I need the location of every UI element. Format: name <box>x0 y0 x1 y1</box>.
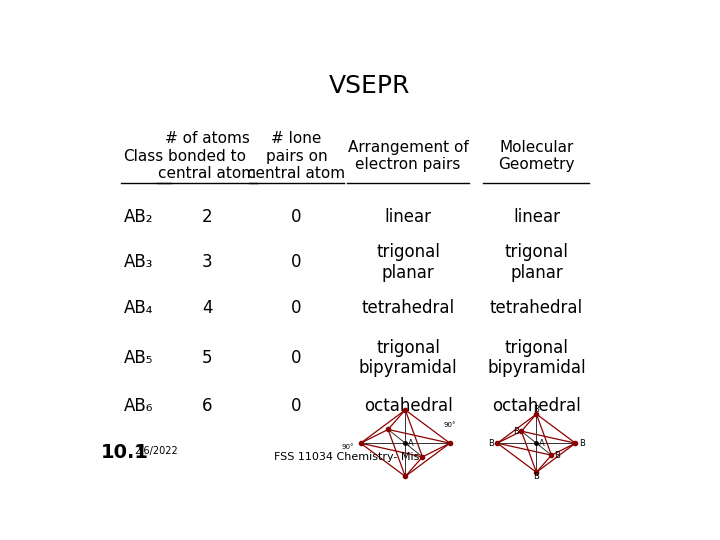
Text: 10.1: 10.1 <box>101 443 149 462</box>
Text: tetrahedral: tetrahedral <box>361 299 454 317</box>
Text: trigonal
planar: trigonal planar <box>376 243 440 282</box>
Text: B: B <box>554 451 560 460</box>
Text: 0: 0 <box>291 207 302 226</box>
Text: B: B <box>513 427 518 436</box>
Text: linear: linear <box>513 207 560 226</box>
Text: # lone
pairs on
central atom: # lone pairs on central atom <box>248 131 346 181</box>
Text: # of atoms
bonded to
central atom: # of atoms bonded to central atom <box>158 131 256 181</box>
Text: trigonal
bipyramidal: trigonal bipyramidal <box>487 339 585 377</box>
Text: B: B <box>534 406 539 414</box>
Text: Arrangement of
electron pairs: Arrangement of electron pairs <box>348 140 469 172</box>
Text: 90°: 90° <box>444 422 456 428</box>
Text: 2: 2 <box>202 207 212 226</box>
Text: Class: Class <box>124 149 163 164</box>
Text: octahedral: octahedral <box>492 397 581 415</box>
Text: 0: 0 <box>291 397 302 415</box>
Text: A: A <box>408 438 413 448</box>
Text: B: B <box>579 438 585 448</box>
Text: Molecular
Geometry: Molecular Geometry <box>498 140 575 172</box>
Text: AB₄: AB₄ <box>124 299 153 317</box>
Text: octahedral: octahedral <box>364 397 452 415</box>
Text: AB₂: AB₂ <box>124 207 153 226</box>
Text: B: B <box>487 438 494 448</box>
Text: trigonal
bipyramidal: trigonal bipyramidal <box>359 339 457 377</box>
Text: 0: 0 <box>291 349 302 367</box>
Text: 90°: 90° <box>341 443 354 449</box>
Text: A: A <box>539 438 544 448</box>
Text: AB₆: AB₆ <box>124 397 153 415</box>
Text: 0: 0 <box>291 299 302 317</box>
Text: 4: 4 <box>202 299 212 317</box>
Text: linear: linear <box>384 207 431 226</box>
Text: tetrahedral: tetrahedral <box>490 299 583 317</box>
Text: FSS 11034 Chemistry- Mis: FSS 11034 Chemistry- Mis <box>274 452 420 462</box>
Text: 0: 0 <box>291 253 302 271</box>
Text: 6: 6 <box>202 397 212 415</box>
Text: 3: 3 <box>202 253 212 271</box>
Text: AB₅: AB₅ <box>124 349 153 367</box>
Text: B: B <box>534 472 539 481</box>
Text: VSEPR: VSEPR <box>328 73 410 98</box>
Text: 2/6/2022: 2/6/2022 <box>135 446 179 456</box>
Text: 5: 5 <box>202 349 212 367</box>
Text: trigonal
planar: trigonal planar <box>505 243 568 282</box>
Text: AB₃: AB₃ <box>124 253 153 271</box>
